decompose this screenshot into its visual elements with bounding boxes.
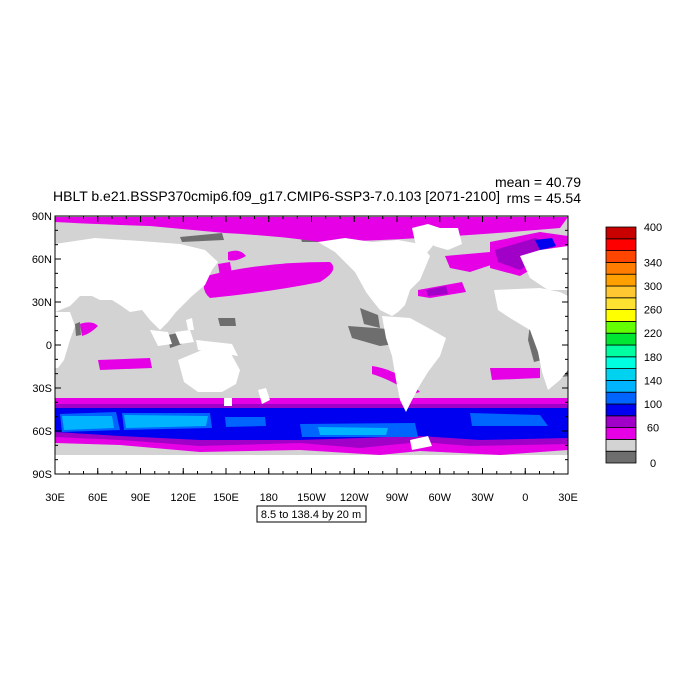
colorbar-label: 400 <box>644 222 662 234</box>
colorbar-label: 180 <box>644 352 662 364</box>
lat-tick-label: 90S <box>32 469 52 481</box>
info-box <box>256 505 367 523</box>
lon-tick-label: 180 <box>260 492 278 504</box>
colorbar-swatch <box>605 356 637 369</box>
rms-value: rms = 45.54 <box>507 190 582 206</box>
colorbar-swatch <box>605 250 637 263</box>
lon-tick-label: 30E <box>45 492 65 504</box>
so-band-cyan <box>62 415 388 435</box>
colorbar-swatch <box>605 261 637 275</box>
colorbar-swatch <box>605 344 637 358</box>
lon-tick-label: 0 <box>522 492 528 504</box>
colorbar: 0 60 100 140 180 220 260 300 340 400 <box>605 222 662 470</box>
contour-interval-label: 8.5 to 138.4 by 20 m <box>261 509 361 521</box>
colorbar-label: 300 <box>644 281 662 293</box>
colorbar-swatch <box>605 273 637 287</box>
colorbar-swatch <box>605 415 637 428</box>
mean-value: mean = 40.79 <box>495 174 581 190</box>
colorbar-label: 340 <box>644 257 662 269</box>
colorbar-label: 220 <box>644 328 662 340</box>
land-masses <box>55 224 568 474</box>
lon-tick-label: 30E <box>558 492 578 504</box>
colorbar-swatch <box>605 238 637 252</box>
colorbar-swatch <box>605 379 637 393</box>
colorbar-label: 260 <box>644 305 662 317</box>
lon-tick-label: 90W <box>386 492 409 504</box>
lon-tick-label: 120W <box>340 492 369 504</box>
colorbar-label: 60 <box>647 423 659 435</box>
colorbar-swatch <box>605 438 637 452</box>
colorbar-label: 100 <box>644 399 662 411</box>
map-field <box>55 216 568 474</box>
lat-tick-label: 30N <box>32 297 52 309</box>
lon-tick-label: 90E <box>131 492 151 504</box>
colorbar-swatch <box>605 285 637 299</box>
longitude-axis: 30E 60E 90E 120E 150E 180 150W 120W 90W 60W 30W 0 30… <box>45 216 578 504</box>
colorbar-swatch <box>605 297 637 310</box>
colorbar-swatch <box>605 450 637 464</box>
colorbar-swatch <box>605 391 637 405</box>
lon-tick-label: 60E <box>88 492 108 504</box>
colorbar-swatch <box>605 320 637 334</box>
lon-tick-label: 60W <box>428 492 451 504</box>
lon-tick-label: 120E <box>170 492 196 504</box>
colorbar-swatch <box>605 226 637 240</box>
lat-tick-label: 0 <box>46 340 52 352</box>
lat-tick-label: 60S <box>32 426 52 438</box>
colorbar-swatch <box>605 403 637 417</box>
map-title: HBLT b.e21.BSSP370cmip6.f09_g17.CMIP6-SS… <box>53 188 500 204</box>
lon-tick-label: 30W <box>471 492 494 504</box>
lon-tick-label: 150E <box>213 492 239 504</box>
colorbar-swatch <box>605 427 637 440</box>
latitude-axis: 90N 60N 30N 0 30S 60S 90S <box>32 211 568 481</box>
colorbar-swatch <box>605 368 637 381</box>
lat-tick-label: 60N <box>32 254 52 266</box>
north-maxima <box>55 217 568 394</box>
lat-tick-label: 30S <box>32 383 52 395</box>
colorbar-swatch <box>605 332 637 346</box>
lon-tick-label: 150W <box>297 492 326 504</box>
colorbar-swatch <box>605 309 637 322</box>
colorbar-label: 0 <box>650 458 656 470</box>
colorbar-label: 140 <box>644 375 662 387</box>
lat-tick-label: 90N <box>32 211 52 223</box>
